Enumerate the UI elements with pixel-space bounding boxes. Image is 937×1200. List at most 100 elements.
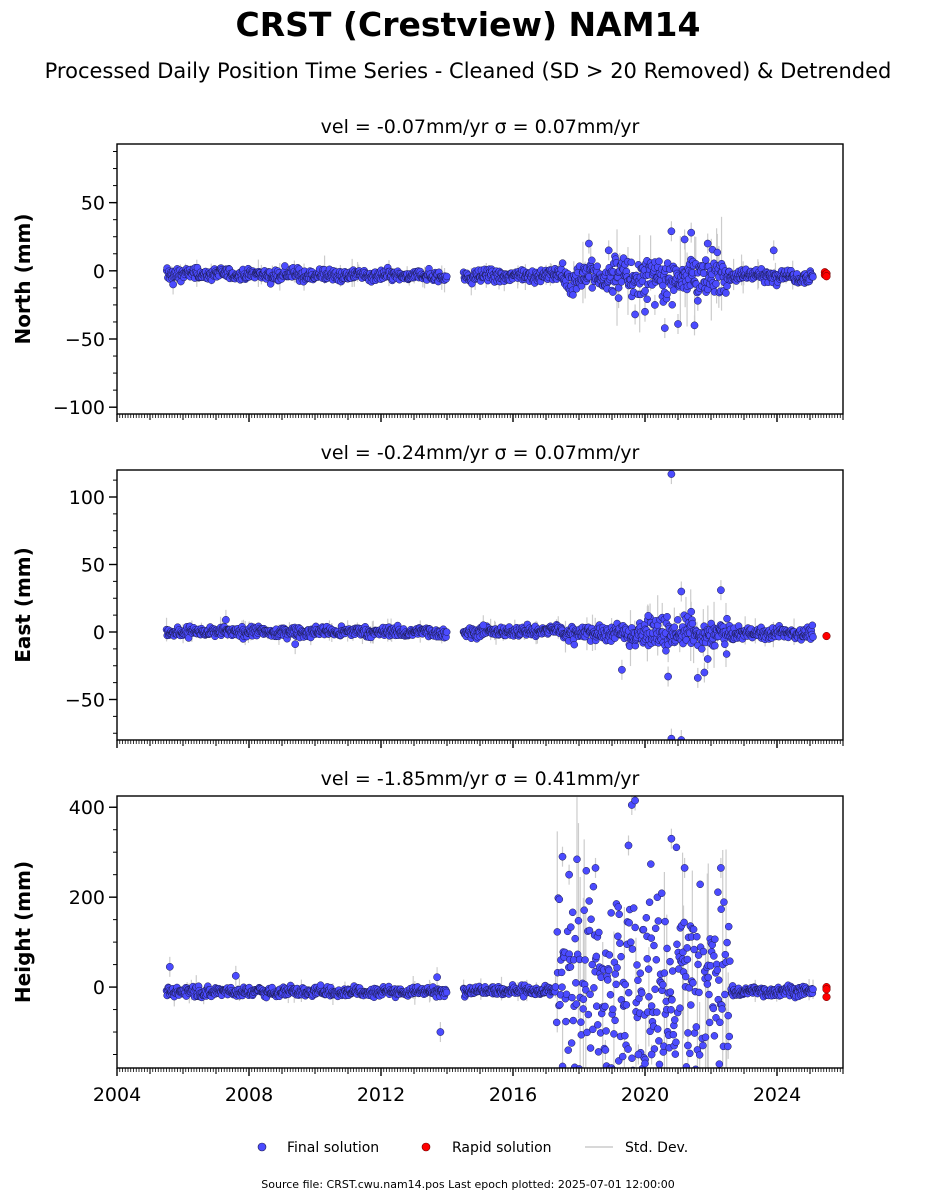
y-tick-label: 200	[69, 887, 105, 909]
final-point	[687, 228, 696, 237]
final-point	[611, 970, 620, 978]
final-point	[669, 286, 678, 295]
final-point	[589, 882, 598, 891]
final-point	[647, 934, 656, 942]
final-point	[659, 981, 667, 989]
final-point	[601, 1046, 610, 1054]
final-point	[723, 614, 731, 623]
final-point	[694, 960, 702, 969]
final-point	[631, 310, 639, 319]
legend-rapid-label: Rapid solution	[452, 1140, 552, 1156]
final-point	[667, 734, 676, 740]
final-point	[556, 1000, 564, 1009]
final-point	[698, 1092, 705, 1099]
final-point	[698, 1069, 705, 1076]
final-point	[628, 1054, 636, 1062]
final-point	[680, 918, 688, 927]
final-point	[562, 1017, 570, 1026]
final-point	[647, 860, 655, 868]
final-point	[631, 796, 639, 805]
y-tick-label: 50	[81, 193, 105, 215]
final-point	[651, 985, 659, 994]
final-point	[722, 650, 731, 658]
final-point	[641, 287, 649, 295]
final-point	[621, 1032, 629, 1040]
final-point	[616, 939, 624, 947]
x-tick-label: 2024	[753, 1084, 801, 1106]
final-point	[809, 985, 817, 994]
final-point	[573, 855, 581, 864]
final-point	[710, 952, 718, 960]
final-point	[603, 976, 612, 984]
final-point	[769, 246, 778, 255]
final-point	[479, 621, 488, 630]
final-point	[662, 647, 670, 655]
final-point	[713, 248, 722, 257]
final-point	[572, 979, 580, 987]
final-point	[722, 289, 730, 297]
final-point	[585, 926, 594, 935]
y-tick-label: 100	[69, 487, 105, 509]
final-point	[281, 262, 289, 270]
final-point	[581, 956, 589, 964]
final-point	[618, 665, 626, 674]
final-point	[442, 988, 451, 997]
y-tick-label: 400	[69, 797, 105, 819]
final-point	[700, 668, 709, 677]
final-point	[683, 955, 692, 964]
final-point	[721, 950, 730, 959]
final-point	[650, 941, 658, 950]
final-point	[583, 1028, 591, 1037]
final-point	[617, 278, 626, 286]
final-point	[647, 1050, 656, 1059]
final-point	[703, 1091, 710, 1098]
final-point	[614, 903, 622, 911]
final-point	[703, 980, 712, 988]
final-point	[723, 1072, 730, 1079]
final-point	[604, 246, 613, 255]
plot-area	[162, 470, 831, 740]
final-point	[705, 1018, 714, 1027]
final-point	[703, 239, 712, 248]
final-point	[647, 1002, 656, 1010]
y-axis-label: North (mm)	[11, 213, 35, 344]
final-point	[624, 988, 633, 997]
final-point	[551, 983, 560, 991]
final-point	[617, 952, 625, 961]
final-point	[653, 1008, 661, 1016]
final-point	[644, 965, 653, 973]
final-point	[666, 988, 675, 996]
final-point	[433, 973, 441, 982]
final-point	[555, 895, 564, 904]
final-point	[710, 1032, 719, 1040]
final-point	[688, 619, 697, 628]
final-point	[624, 841, 633, 850]
final-point	[557, 968, 566, 977]
final-point	[672, 1038, 680, 1046]
final-point	[586, 1044, 595, 1052]
final-point	[674, 320, 682, 328]
final-point	[668, 967, 677, 975]
final-point	[724, 1011, 732, 1020]
final-point	[569, 1016, 577, 1025]
final-point	[668, 996, 676, 1004]
final-point	[316, 981, 325, 989]
final-point	[605, 966, 613, 975]
final-point	[671, 1016, 679, 1024]
final-point	[558, 259, 567, 267]
final-point	[676, 1004, 684, 1012]
final-point	[231, 971, 240, 980]
final-points	[162, 796, 817, 1099]
final-point	[702, 256, 710, 264]
final-point	[667, 470, 676, 478]
final-point	[611, 1016, 619, 1025]
final-point	[682, 1063, 691, 1068]
final-point	[634, 1050, 643, 1059]
final-point	[614, 932, 622, 941]
final-point	[654, 917, 663, 925]
x-tick-label: 2012	[357, 1084, 405, 1106]
final-point	[579, 1005, 587, 1013]
final-point	[709, 1004, 718, 1013]
final-point	[712, 280, 720, 288]
